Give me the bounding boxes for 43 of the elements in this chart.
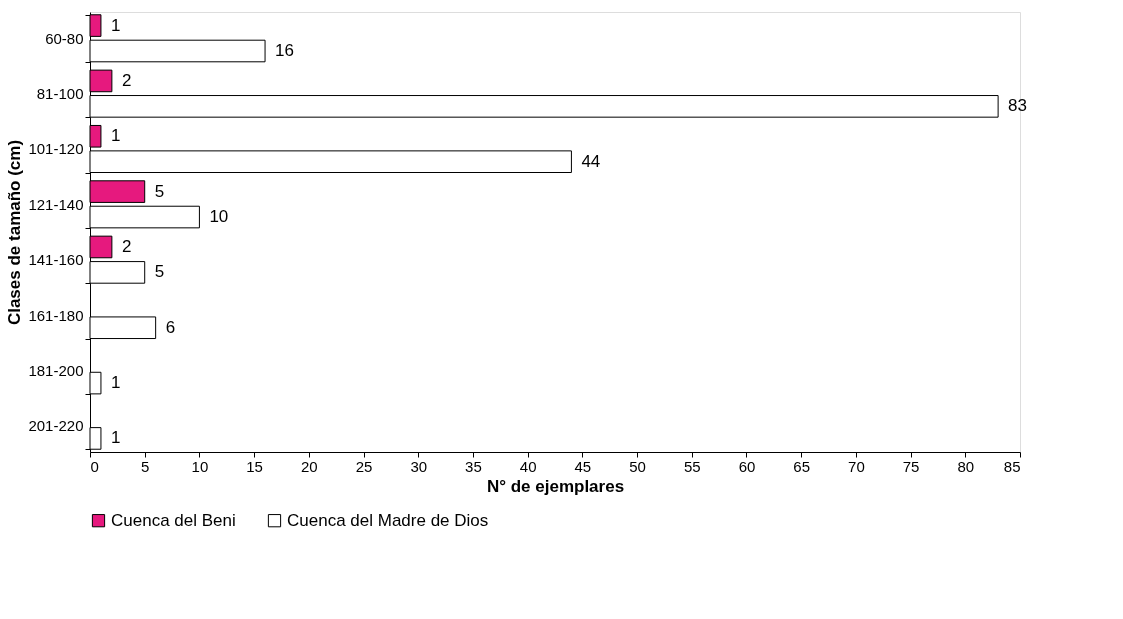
x-tick-label: 80 bbox=[957, 457, 975, 475]
data-label: 1 bbox=[110, 428, 121, 448]
data-label: 2 bbox=[121, 236, 132, 256]
y-tick-label: 60-80 bbox=[45, 29, 84, 47]
y-axis-title: Clases de tamaño (cm) bbox=[5, 139, 25, 326]
data-label: 1 bbox=[110, 15, 121, 35]
x-tick-label: 70 bbox=[848, 457, 865, 475]
x-tick-label: 15 bbox=[246, 457, 263, 475]
x-tick-label: 50 bbox=[629, 457, 646, 475]
x-tick-label: 35 bbox=[465, 457, 482, 475]
data-label: 16 bbox=[275, 41, 294, 60]
data-label: 1 bbox=[110, 373, 121, 393]
y-tick-label: 181-200 bbox=[28, 361, 84, 379]
x-tick-label: 10 bbox=[191, 457, 209, 475]
data-label: 5 bbox=[154, 181, 165, 201]
data-label: 44 bbox=[581, 151, 601, 171]
y-tick-label: 201-220 bbox=[28, 417, 84, 435]
data-label: 6 bbox=[165, 317, 176, 337]
y-tick-label: 121-140 bbox=[28, 195, 84, 213]
x-tick-label: 45 bbox=[574, 457, 592, 475]
x-axis-title: N° de ejemplares bbox=[486, 476, 625, 496]
legend-label: Cuenca del Madre de Dios bbox=[287, 510, 489, 530]
data-label: 1 bbox=[110, 126, 121, 146]
x-tick-label: 75 bbox=[902, 457, 920, 475]
x-tick-label: 55 bbox=[683, 457, 701, 475]
legend-label: Cuenca del Beni bbox=[111, 510, 236, 530]
y-tick-label: 81-100 bbox=[36, 85, 84, 103]
x-tick-label: 85 bbox=[1003, 457, 1021, 475]
x-tick-label: 5 bbox=[141, 457, 150, 475]
data-label: 83 bbox=[1008, 96, 1028, 116]
y-tick-label: 101-120 bbox=[28, 140, 84, 158]
x-tick-label: 40 bbox=[519, 457, 537, 475]
x-tick-label: 25 bbox=[355, 457, 373, 475]
x-tick-label: 30 bbox=[410, 457, 428, 475]
data-label: 5 bbox=[154, 262, 165, 282]
x-tick-label: 65 bbox=[793, 457, 811, 475]
data-label: 10 bbox=[209, 207, 229, 227]
x-tick-label: 0 bbox=[90, 457, 99, 475]
data-label: 2 bbox=[121, 70, 132, 90]
y-tick-label: 141-160 bbox=[28, 251, 84, 269]
x-tick-label: 60 bbox=[738, 457, 756, 475]
x-tick-label: 20 bbox=[300, 457, 318, 475]
y-tick-label: 161-180 bbox=[28, 306, 84, 324]
